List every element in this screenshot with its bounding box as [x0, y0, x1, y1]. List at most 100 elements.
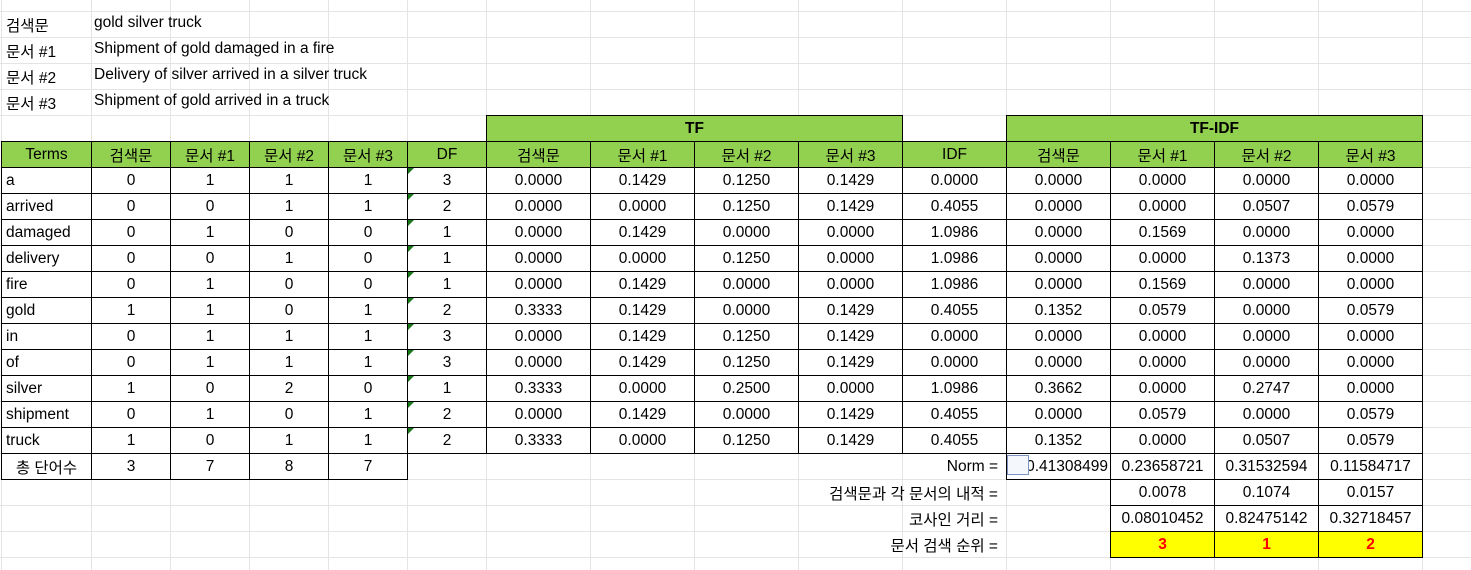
- value-cell[interactable]: 1.0986: [902, 245, 1007, 272]
- value-cell[interactable]: 0: [249, 219, 329, 246]
- value-cell[interactable]: 1: [407, 219, 487, 246]
- value-cell[interactable]: 0.1429: [590, 349, 695, 376]
- term-cell[interactable]: shipment: [1, 401, 92, 428]
- value-cell[interactable]: 1: [328, 167, 408, 194]
- column-header[interactable]: IDF: [902, 141, 1007, 168]
- dot-value[interactable]: 0.0078: [1110, 479, 1215, 506]
- value-cell[interactable]: 0.0000: [902, 323, 1007, 350]
- value-cell[interactable]: 1: [91, 297, 171, 324]
- value-cell[interactable]: 0.0000: [486, 401, 591, 428]
- term-cell[interactable]: of: [1, 349, 92, 376]
- value-cell[interactable]: 0.0000: [1110, 375, 1215, 402]
- value-cell[interactable]: 0: [170, 245, 250, 272]
- term-cell[interactable]: truck: [1, 427, 92, 454]
- value-cell[interactable]: 0: [91, 167, 171, 194]
- value-cell[interactable]: 0.0000: [902, 349, 1007, 376]
- value-cell[interactable]: 0.4055: [902, 427, 1007, 454]
- value-cell[interactable]: 0.0000: [1006, 401, 1111, 428]
- value-cell[interactable]: 1.0986: [902, 271, 1007, 298]
- value-cell[interactable]: 0.1250: [694, 323, 799, 350]
- value-cell[interactable]: 0.0579: [1110, 401, 1215, 428]
- value-cell[interactable]: 0.0000: [1006, 219, 1111, 246]
- value-cell[interactable]: 0.1429: [590, 401, 695, 428]
- column-header[interactable]: 문서 #2: [694, 141, 799, 168]
- value-cell[interactable]: 1: [328, 349, 408, 376]
- value-cell[interactable]: 1: [170, 271, 250, 298]
- value-cell[interactable]: 1: [249, 427, 329, 454]
- value-cell[interactable]: 0.0000: [1110, 193, 1215, 220]
- value-cell[interactable]: 1: [407, 245, 487, 272]
- norm-value[interactable]: 0.31532594: [1214, 453, 1319, 480]
- column-header[interactable]: DF: [407, 141, 487, 168]
- column-header[interactable]: 문서 #3: [1318, 141, 1423, 168]
- value-cell[interactable]: 1: [249, 193, 329, 220]
- value-cell[interactable]: 0.0000: [1214, 219, 1319, 246]
- value-cell[interactable]: 0.0000: [1006, 245, 1111, 272]
- value-cell[interactable]: 0.3662: [1006, 375, 1111, 402]
- value-cell[interactable]: 0.1429: [798, 427, 903, 454]
- value-cell[interactable]: 1: [249, 349, 329, 376]
- value-cell[interactable]: 0.0000: [1318, 323, 1423, 350]
- value-cell[interactable]: 0.0000: [486, 167, 591, 194]
- value-cell[interactable]: 0.1429: [590, 167, 695, 194]
- value-cell[interactable]: 0.4055: [902, 401, 1007, 428]
- value-cell[interactable]: 1.0986: [902, 375, 1007, 402]
- value-cell[interactable]: 0.0000: [1318, 271, 1423, 298]
- column-header[interactable]: 문서 #2: [1214, 141, 1319, 168]
- value-cell[interactable]: 0.3333: [486, 375, 591, 402]
- column-header[interactable]: 문서 #1: [590, 141, 695, 168]
- value-cell[interactable]: 0.1250: [694, 349, 799, 376]
- value-cell[interactable]: 0.0579: [1318, 427, 1423, 454]
- value-cell[interactable]: 0.2747: [1214, 375, 1319, 402]
- value-cell[interactable]: 0.0000: [486, 323, 591, 350]
- value-cell[interactable]: 0.0000: [486, 271, 591, 298]
- value-cell[interactable]: 2: [407, 401, 487, 428]
- value-cell[interactable]: 0: [91, 401, 171, 428]
- value-cell[interactable]: 0.0000: [486, 349, 591, 376]
- value-cell[interactable]: 1: [170, 349, 250, 376]
- term-cell[interactable]: arrived: [1, 193, 92, 220]
- value-cell[interactable]: 0.0507: [1214, 427, 1319, 454]
- value-cell[interactable]: 0.0000: [590, 375, 695, 402]
- value-cell[interactable]: 0.0000: [1214, 401, 1319, 428]
- column-header[interactable]: 검색문: [91, 141, 171, 168]
- norm-value[interactable]: 0.23658721: [1110, 453, 1215, 480]
- value-cell[interactable]: 0.0507: [1214, 193, 1319, 220]
- value-cell[interactable]: 0.1250: [694, 167, 799, 194]
- column-header[interactable]: 문서 #1: [1110, 141, 1215, 168]
- column-header[interactable]: 문서 #3: [798, 141, 903, 168]
- value-cell[interactable]: 0.0000: [1006, 167, 1111, 194]
- value-cell[interactable]: 0: [249, 271, 329, 298]
- value-cell[interactable]: 0.0579: [1318, 297, 1423, 324]
- total-words-value[interactable]: 7: [328, 453, 408, 480]
- value-cell[interactable]: 0.0000: [590, 245, 695, 272]
- value-cell[interactable]: 0.0000: [590, 427, 695, 454]
- value-cell[interactable]: 1: [328, 401, 408, 428]
- value-cell[interactable]: 1: [170, 219, 250, 246]
- column-header[interactable]: 검색문: [1006, 141, 1111, 168]
- term-cell[interactable]: delivery: [1, 245, 92, 272]
- value-cell[interactable]: 0.1569: [1110, 219, 1215, 246]
- value-cell[interactable]: 0.1429: [798, 193, 903, 220]
- cosine-value[interactable]: 0.08010452: [1110, 505, 1215, 532]
- value-cell[interactable]: 0.1429: [798, 167, 903, 194]
- value-cell[interactable]: 0.2500: [694, 375, 799, 402]
- value-cell[interactable]: 0.0000: [1110, 427, 1215, 454]
- value-cell[interactable]: 1: [91, 427, 171, 454]
- value-cell[interactable]: 0: [170, 375, 250, 402]
- value-cell[interactable]: 0: [91, 219, 171, 246]
- tf-group-header[interactable]: TF: [486, 115, 903, 142]
- value-cell[interactable]: 1: [91, 375, 171, 402]
- value-cell[interactable]: 0.0000: [902, 167, 1007, 194]
- term-cell[interactable]: gold: [1, 297, 92, 324]
- dot-value[interactable]: 0.1074: [1214, 479, 1319, 506]
- column-header[interactable]: Terms: [1, 141, 92, 168]
- value-cell[interactable]: 1: [328, 297, 408, 324]
- value-cell[interactable]: 0.4055: [902, 193, 1007, 220]
- value-cell[interactable]: 0.1250: [694, 193, 799, 220]
- total-words-value[interactable]: 3: [91, 453, 171, 480]
- value-cell[interactable]: 0.0000: [1318, 219, 1423, 246]
- column-header[interactable]: 문서 #3: [328, 141, 408, 168]
- value-cell[interactable]: 0.0579: [1318, 401, 1423, 428]
- value-cell[interactable]: 0: [328, 271, 408, 298]
